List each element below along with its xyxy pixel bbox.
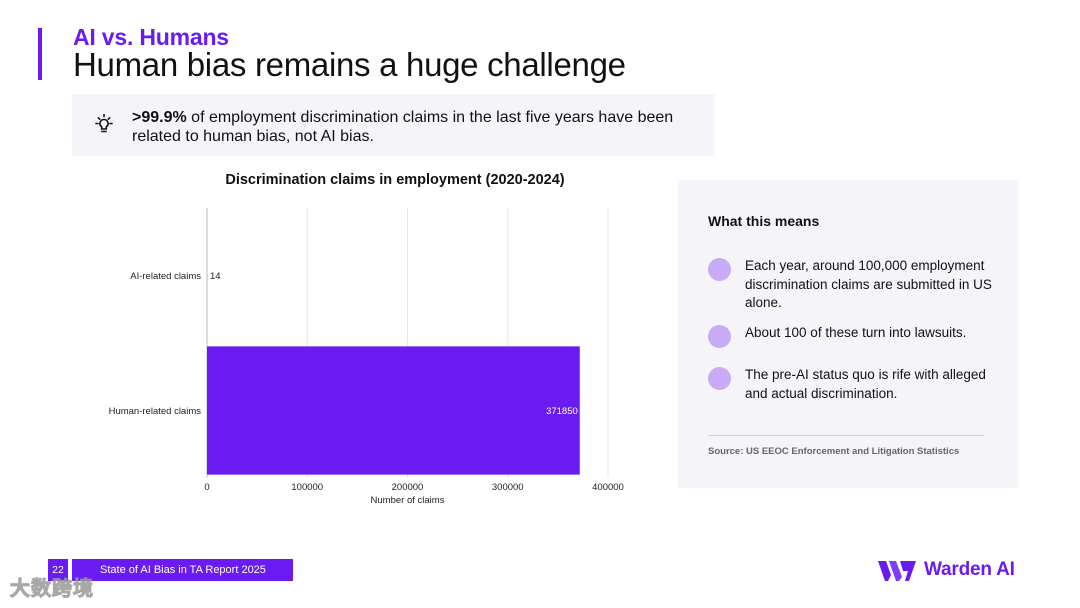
callout-text: >99.9% of employment discrimination clai… [132, 108, 702, 146]
page-number: 22 [48, 559, 68, 581]
bullet-dot-icon [708, 325, 731, 348]
panel-item-text: About 100 of these turn into lawsuits. [745, 325, 967, 340]
section-kicker: AI vs. Humans [73, 24, 229, 50]
chart-bars [207, 211, 580, 475]
panel-item-text: Each year, around 100,000 employment dis… [745, 258, 992, 310]
panel-item-text: The pre-AI status quo is rife with alleg… [745, 367, 986, 401]
data-label: 371850 [546, 406, 578, 417]
key-insight-callout: >99.9% of employment discrimination clai… [72, 94, 715, 156]
category-label: Human-related claims [109, 406, 202, 417]
bullet-dot-icon [708, 258, 731, 281]
panel-heading: What this means [708, 213, 820, 229]
x-tick-label: 100000 [291, 482, 323, 493]
chart-labels: 0 100000 200000 300000 400000 AI-related clai… [109, 271, 624, 506]
data-label: 14 [210, 271, 221, 282]
x-tick-label: 0 [204, 482, 209, 493]
bar-chart: 0 100000 200000 300000 400000 AI-related clai… [109, 208, 624, 506]
brand-logo: Warden AI [878, 557, 1015, 583]
x-axis-label: Number of claims [371, 495, 445, 506]
lightbulb-icon [95, 113, 113, 133]
panel-divider [708, 435, 984, 436]
category-label: AI-related claims [130, 271, 201, 282]
what-this-means-panel: What this means Each year, around 100,00… [678, 180, 1019, 488]
x-tick-label: 400000 [592, 482, 624, 493]
accent-bar [38, 28, 42, 80]
bullet-dot-icon [708, 367, 731, 390]
page-title: Human bias remains a huge challenge [73, 46, 626, 83]
bar [207, 346, 580, 475]
x-tick-label: 300000 [492, 482, 524, 493]
warden-logo-icon [878, 561, 916, 581]
chart-title: Discrimination claims in employment (202… [225, 172, 565, 188]
x-tick-label: 200000 [392, 482, 424, 493]
watermark: 大数跨境 [10, 578, 94, 601]
report-name: State of AI Bias in TA Report 2025 [72, 559, 293, 581]
source-note: Source: US EEOC Enforcement and Litigati… [708, 446, 960, 457]
callout-body: of employment discrimination claims in t… [132, 109, 674, 145]
callout-highlight: >99.9% [132, 109, 187, 126]
brand-name: Warden AI [924, 559, 1015, 580]
